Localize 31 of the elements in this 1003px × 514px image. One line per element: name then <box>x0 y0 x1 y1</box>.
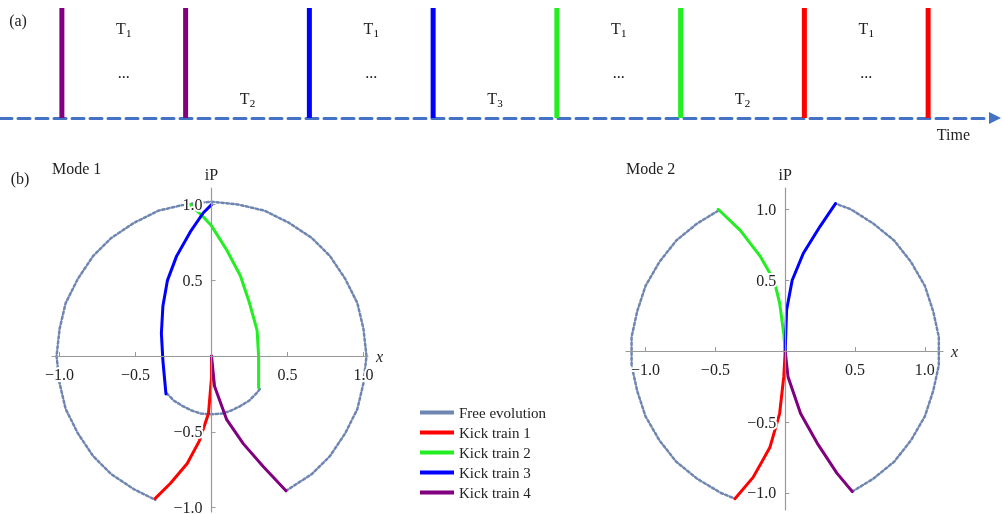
x-tick-label: 1.0 <box>914 360 935 378</box>
text: (b) <box>10 169 30 188</box>
legend-label: Kick train 2 <box>459 444 531 461</box>
x-axis-title: x <box>950 342 959 360</box>
legend-label: Free evolution <box>459 404 547 421</box>
annotation: ... <box>365 63 378 81</box>
y-tick-label: −0.5 <box>747 413 777 431</box>
y-axis-title: iP <box>204 165 219 183</box>
annotation: ... <box>612 63 625 81</box>
y-tick-label: −1.0 <box>747 484 777 502</box>
x-tick-label: 0.5 <box>845 360 866 378</box>
y-tick-label: 1.0 <box>756 200 777 218</box>
annotation: ... <box>117 63 130 81</box>
line-series <box>783 202 837 353</box>
x-tick-label: −0.5 <box>700 360 730 378</box>
legend-label: Kick train 3 <box>459 464 531 481</box>
chart-title: Mode 1 <box>52 159 102 177</box>
x-tick-label: 0.5 <box>277 365 298 383</box>
y-tick-label: −0.5 <box>173 423 203 441</box>
y-tick-label: −1.0 <box>173 498 203 514</box>
annotation: ... <box>860 63 873 81</box>
x-axis-title: Time <box>936 125 970 143</box>
y-tick-label: 0.5 <box>182 271 203 289</box>
chart-title: Mode 2 <box>626 159 676 177</box>
x-tick-label: −0.5 <box>121 365 151 383</box>
legend-label: Kick train 4 <box>459 484 532 501</box>
y-axis-title: iP <box>778 165 792 183</box>
x-tick-label: −1.0 <box>631 360 661 378</box>
x-axis-title: x <box>375 347 384 365</box>
annotation: (a) <box>9 11 27 30</box>
legend-label: Kick train 1 <box>459 424 531 441</box>
